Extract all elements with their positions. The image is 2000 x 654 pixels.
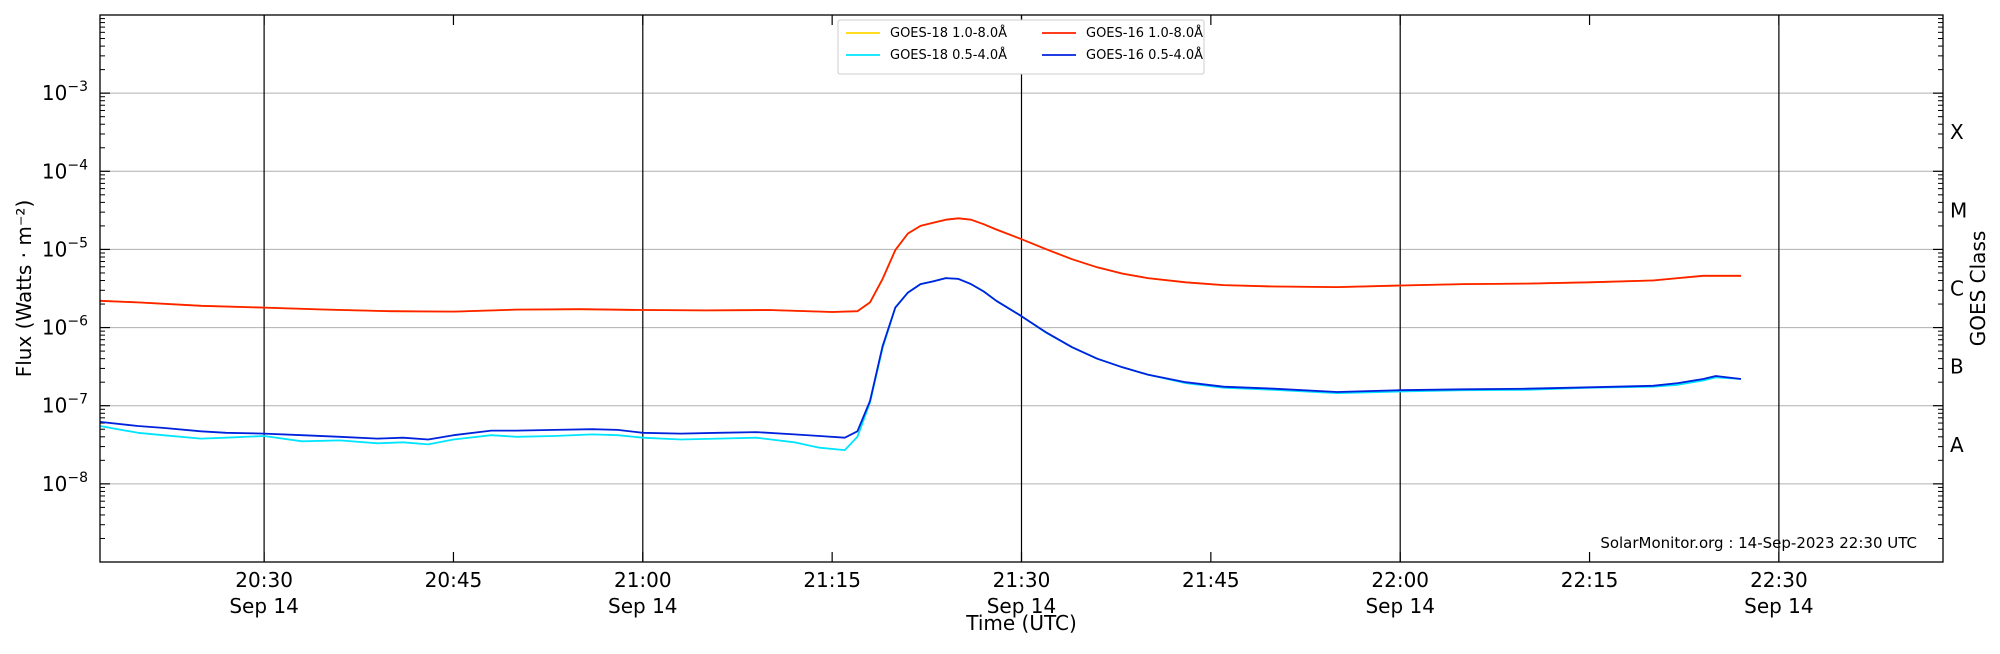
y-tick-label: 10−4: [42, 157, 88, 183]
x-tick-label: 22:00: [1371, 568, 1429, 592]
series-line-3: [99, 277, 1742, 441]
x-tick-label: 20:45: [425, 568, 483, 592]
y-tick-label: 10−8: [42, 470, 88, 496]
x-axis-title: Time (UTC): [965, 611, 1077, 635]
x-tick-label: 21:00: [614, 568, 672, 592]
y-tick-label: 10−3: [42, 79, 88, 105]
y-tick-base: 10: [42, 159, 67, 183]
y-tick-base: 10: [42, 316, 67, 340]
x-tick-date: Sep 14: [229, 594, 299, 618]
y-tick-label: 10−7: [42, 392, 88, 418]
legend-box: [837, 19, 1205, 75]
legend-label: GOES-16 0.5-4.0Å: [1086, 47, 1203, 63]
series-line-2: [99, 277, 1742, 452]
legend-label: GOES-18 0.5-4.0Å: [890, 47, 1007, 63]
goes-class-label: A: [1950, 433, 1964, 457]
x-tick-label: 22:15: [1561, 568, 1619, 592]
series-line-1: [99, 217, 1741, 313]
legend-label: GOES-16 1.0-8.0Å: [1086, 25, 1203, 41]
legend-label: GOES-18 1.0-8.0Å: [890, 25, 1007, 41]
y-tick-label: 10−6: [42, 314, 88, 340]
y-axis-title: Flux (Watts · m⁻²): [12, 200, 36, 378]
goes-class-label: M: [1950, 198, 1967, 222]
source-annotation: SolarMonitor.org : 14-Sep-2023 22:30 UTC: [1600, 534, 1917, 552]
x-tick-date: Sep 14: [608, 594, 678, 618]
y-tick-exponent: −7: [67, 392, 88, 408]
x-tick-date: Sep 14: [1744, 594, 1814, 618]
goes-class-label: X: [1950, 120, 1964, 144]
x-tick-label: 21:15: [803, 568, 861, 592]
x-tick-label: 20:30: [235, 568, 293, 592]
x-tick-date: Sep 14: [987, 594, 1057, 618]
x-tick-label: 22:30: [1750, 568, 1808, 592]
x-tick-label: 21:30: [993, 568, 1051, 592]
y-tick-exponent: −4: [67, 157, 88, 173]
series-line-0: [99, 217, 1741, 313]
y-tick-base: 10: [42, 237, 67, 261]
y-tick-base: 10: [42, 472, 67, 496]
y-tick-base: 10: [42, 81, 67, 105]
y-tick-exponent: −3: [67, 79, 88, 95]
x-tick-label: 21:45: [1182, 568, 1240, 592]
y-tick-base: 10: [42, 394, 67, 418]
goes-class-label: C: [1950, 277, 1964, 301]
y-tick-label: 10−5: [42, 235, 88, 261]
y-tick-exponent: −5: [67, 235, 88, 251]
x-tick-date: Sep 14: [1365, 594, 1435, 618]
y-tick-exponent: −6: [67, 314, 88, 330]
goes-class-label: B: [1950, 355, 1964, 379]
y-tick-exponent: −8: [67, 470, 88, 486]
y-axis-title-right: GOES Class: [1966, 231, 1990, 347]
